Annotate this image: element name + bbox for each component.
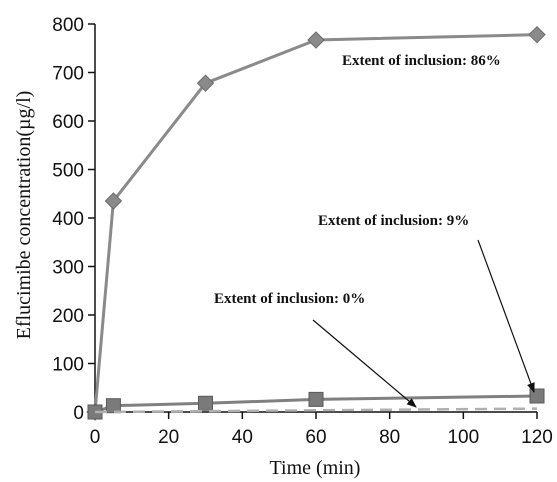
x-axis-title: Time (min) [270, 457, 361, 479]
series-line-1 [93, 33, 538, 413]
y-tick-label: 700 [52, 64, 84, 85]
annotation-arrow [312, 319, 417, 408]
y-tick-label: 0 [73, 403, 84, 424]
y-tick-label: 800 [52, 15, 84, 36]
y-tick-label: 600 [52, 112, 84, 133]
y-tick-label: 400 [52, 209, 84, 230]
plot-area [86, 25, 546, 421]
data-point-square [198, 395, 213, 411]
annotation-text: Extent of inclusion: 9% [318, 213, 469, 229]
x-tick-label: 80 [379, 427, 400, 448]
x-tick-label: 0 [90, 427, 101, 448]
axes: 0 100 200 300 400 500 600 700 800 0 20 40 60 80 100 120 [52, 15, 553, 448]
annotations: Extent of inclusion: 86% Extent of inclus… [214, 53, 535, 408]
annotation-arrow [477, 239, 535, 393]
data-point-square [308, 391, 324, 407]
annotation-text: Extent of inclusion: 86% [342, 53, 501, 69]
x-tick-label: 20 [158, 427, 179, 448]
y-tick-label: 200 [52, 306, 84, 327]
data-point-square [105, 398, 121, 414]
x-tick-label: 120 [521, 427, 553, 448]
y-tick-label: 300 [52, 258, 84, 279]
data-point-diamond [104, 192, 123, 210]
x-tick-label: 100 [447, 427, 479, 448]
series-line-3 [94, 407, 538, 414]
data-point-diamond [528, 25, 546, 44]
data-point-diamond [196, 74, 215, 92]
x-tick-label: 60 [305, 427, 326, 448]
annotation-text: Extent of inclusion: 0% [214, 291, 365, 307]
x-tick-label: 40 [232, 427, 253, 448]
data-point-diamond [307, 31, 325, 49]
data-point-square [529, 388, 545, 404]
y-axis-title: Eflucimibe concentration(µg/l) [13, 91, 35, 340]
y-tick-label: 500 [52, 161, 84, 182]
y-tick-label: 100 [52, 355, 84, 376]
